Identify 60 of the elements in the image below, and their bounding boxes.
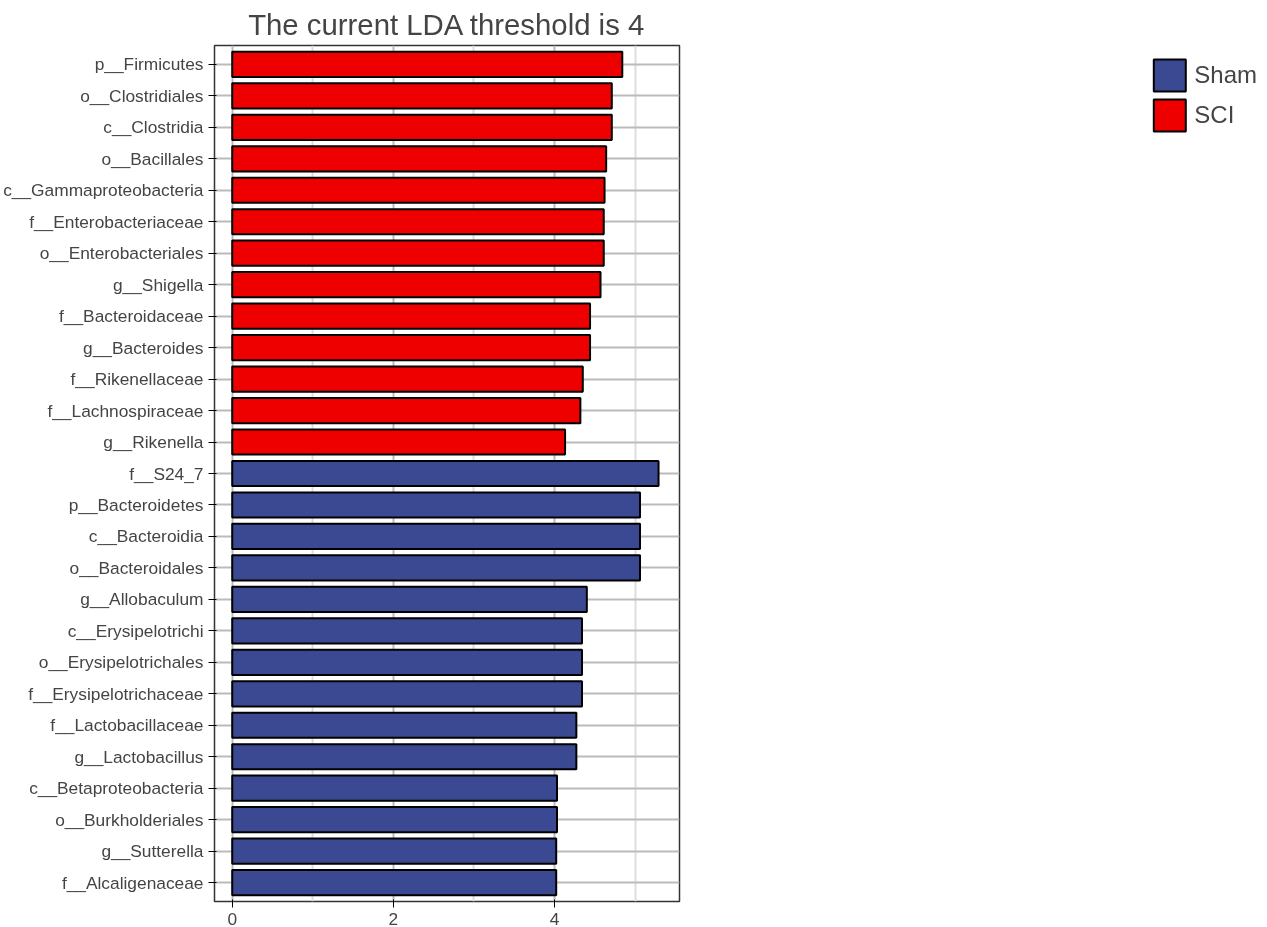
x-tick-label: 0 <box>227 908 238 927</box>
bar <box>231 869 558 897</box>
y-tick-label: o__Bacteroidales <box>69 557 204 578</box>
y-tick-label: f__Lactobacillaceae <box>50 715 204 736</box>
bar <box>231 271 602 299</box>
bar <box>231 554 642 582</box>
y-tick-label: f__Rikenellaceae <box>70 369 204 390</box>
x-tick-label: 2 <box>388 908 399 927</box>
chart-title: The current LDA threshold is 4 <box>248 7 645 41</box>
y-tick-label: f__Enterobacteriaceae <box>29 211 204 232</box>
x-tick-label: 4 <box>549 908 560 927</box>
bar <box>231 145 608 173</box>
y-tick-label: g__Sutterella <box>101 841 204 862</box>
y-tick-label: o__Clostridiales <box>80 85 204 106</box>
bar <box>231 365 584 393</box>
bar <box>231 522 642 551</box>
bar <box>231 617 583 645</box>
y-tick-label: c__Clostridia <box>103 117 204 138</box>
y-tick-label: c__Betaproteobacteria <box>29 778 204 799</box>
bar <box>231 396 582 425</box>
y-tick-label: f__S24_7 <box>129 463 204 484</box>
bar <box>231 711 578 739</box>
y-tick-label: f__Alcaligenaceae <box>61 872 204 893</box>
bar <box>231 743 578 771</box>
bar <box>231 459 660 488</box>
bar <box>231 176 606 204</box>
y-tick-label: p__Firmicutes <box>94 54 204 75</box>
y-tick-label: o__Bacillales <box>101 148 204 169</box>
bar <box>231 806 558 834</box>
y-tick-label: f__Erysipelotrichaceae <box>28 683 204 704</box>
bar <box>231 680 583 708</box>
y-tick-label: o__Erysipelotrichales <box>38 652 204 673</box>
y-tick-label: c__Gammaproteobacteria <box>3 180 204 201</box>
legend-label: Sham <box>1194 61 1257 89</box>
y-tick-label: g__Lactobacillus <box>74 746 204 767</box>
y-tick-label: g__Allobaculum <box>80 589 204 610</box>
bar <box>231 208 605 236</box>
y-tick-label: o__Enterobacteriales <box>39 243 204 264</box>
bar <box>231 113 613 141</box>
bar <box>231 239 605 267</box>
y-tick-label: c__Bacteroidia <box>88 526 204 547</box>
bar <box>231 648 583 676</box>
bar <box>231 82 613 110</box>
bar <box>231 50 624 78</box>
y-tick-label: c__Erysipelotrichi <box>67 620 204 641</box>
bar <box>231 837 558 865</box>
bar <box>231 302 592 330</box>
bar <box>231 491 642 519</box>
legend-label: SCI <box>1194 101 1235 129</box>
y-tick-label: g__Bacteroides <box>83 337 204 358</box>
bar <box>231 774 558 802</box>
y-tick-label: o__Burkholderiales <box>55 809 204 830</box>
y-tick-label: f__Bacteroidaceae <box>58 306 204 327</box>
y-tick-label: g__Rikenella <box>103 432 204 453</box>
bar <box>231 428 567 456</box>
y-tick-label: g__Shigella <box>112 274 204 295</box>
y-tick-label: p__Bacteroidetes <box>68 494 204 515</box>
y-tick-label: f__Lachnospiraceae <box>47 400 204 421</box>
bar <box>231 585 588 613</box>
bar <box>231 334 592 362</box>
